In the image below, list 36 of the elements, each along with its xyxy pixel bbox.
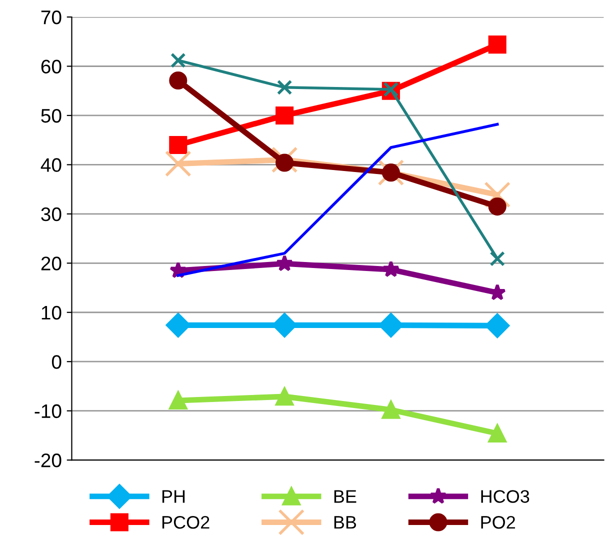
point [276,154,294,172]
y-tick-label: 0 [52,355,62,369]
point [170,52,186,68]
y-tick-label: -10 [34,404,62,418]
y-tick-label: 50 [41,108,62,123]
legend-label: PO2 [481,516,515,529]
point [276,388,294,406]
legend-label: HCO3 [481,490,530,503]
y-tick-label: 10 [42,306,62,320]
point [166,312,190,338]
point [276,106,294,124]
y-tick-label: 70 [41,10,62,24]
point [164,150,192,177]
y-tick-label: 30 [41,207,62,222]
legend-label: PH [162,490,185,503]
point [169,71,188,90]
y-tick-label: -20 [34,454,62,468]
point [488,424,506,443]
point [382,400,400,419]
legend-label: BE [334,490,356,503]
point [484,182,511,208]
legend-label: PCO2 [162,516,210,529]
y-tick-label: 20 [41,256,62,270]
point [382,164,400,182]
y-tick-label: 40 [40,158,62,172]
point [169,136,188,154]
point [169,391,188,410]
point [276,254,294,272]
point [485,313,510,338]
point [276,80,292,96]
y-tick-label: 60 [41,60,62,74]
point [488,198,506,216]
point [490,251,505,266]
point [488,36,506,54]
legend-label: BB [334,516,356,529]
point [382,260,400,278]
